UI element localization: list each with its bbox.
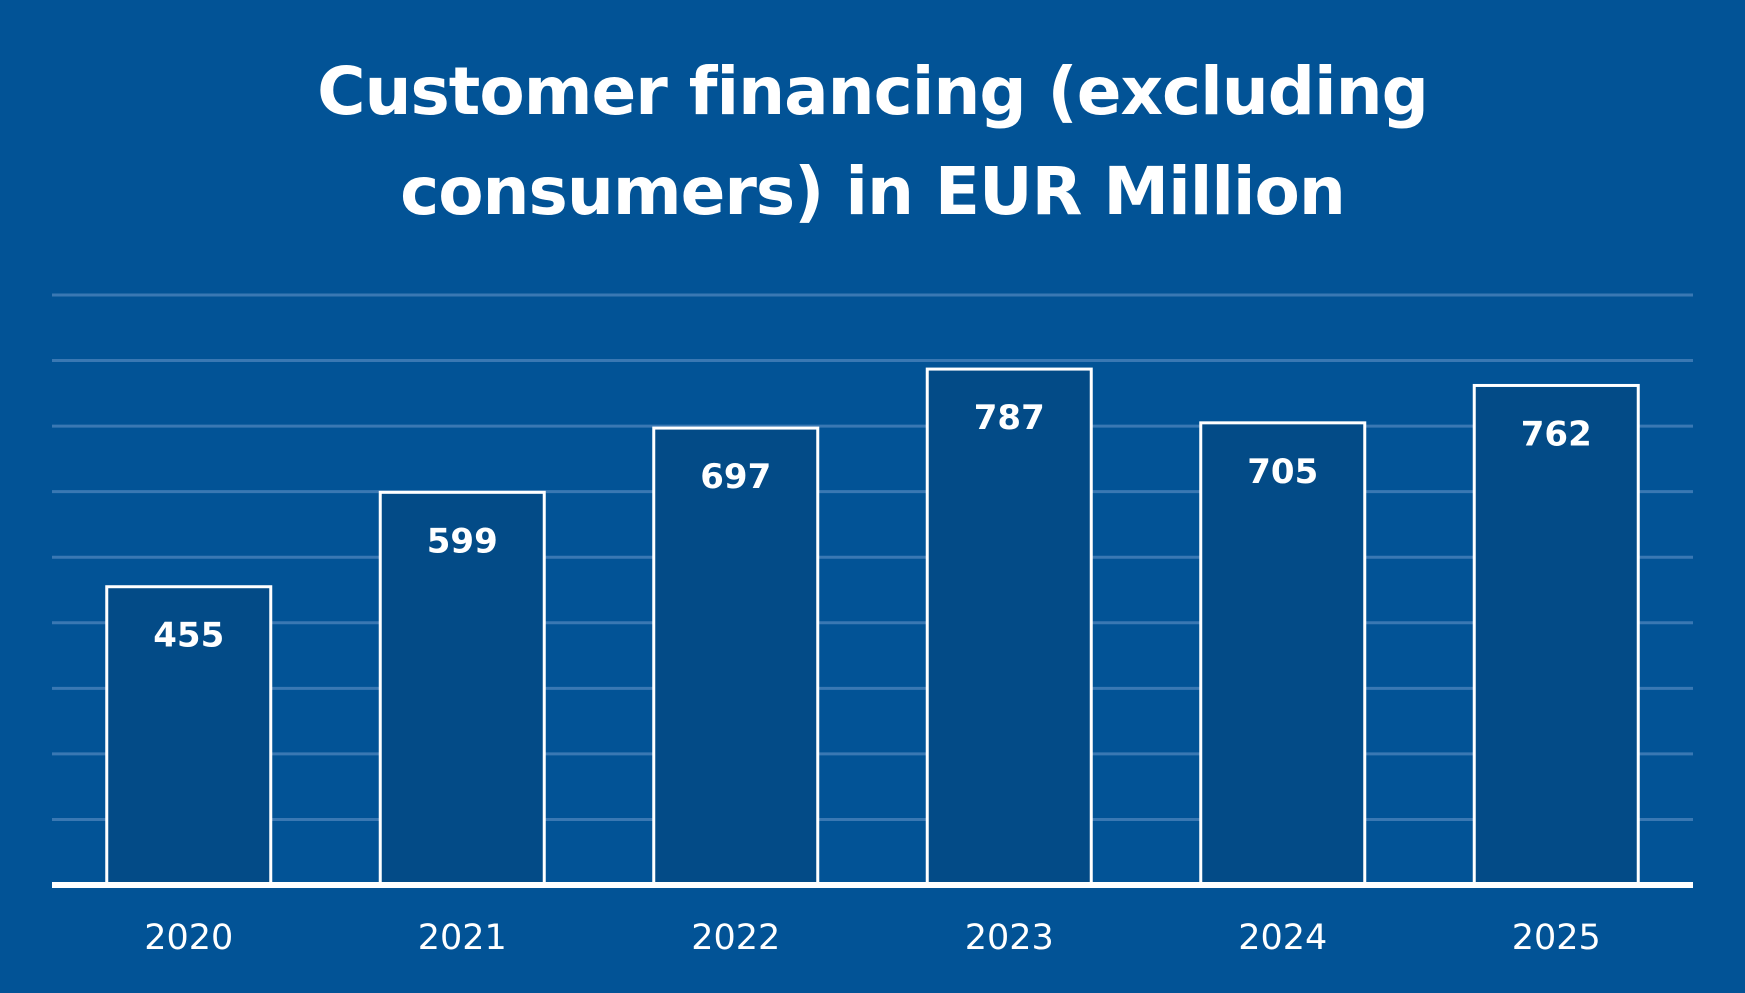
data-label-2023: 787	[974, 398, 1045, 438]
x-tick-label-2023: 2023	[965, 918, 1054, 958]
bar-2022	[652, 426, 820, 887]
gridlines	[52, 293, 1693, 821]
data-label-2021: 599	[427, 521, 498, 561]
x-tick-label-2021: 2021	[418, 918, 507, 958]
chart-title: Customer financing (excluding consumers)…	[0, 42, 1745, 242]
data-labels: 455 599 697 787 705 762	[153, 398, 1591, 656]
bars	[105, 367, 1640, 887]
bar-2020	[105, 585, 273, 887]
x-tick-label-2020: 2020	[144, 918, 233, 958]
x-tick-label-2022: 2022	[691, 918, 780, 958]
x-tick-label-2024: 2024	[1238, 918, 1327, 958]
data-label-2024: 705	[1247, 452, 1318, 492]
chart-title-line-1: Customer financing (excluding	[317, 53, 1429, 130]
chart-title-line-2: consumers) in EUR Million	[400, 153, 1346, 230]
bar-2025	[1472, 383, 1640, 887]
bar-2023	[925, 367, 1093, 887]
data-label-2025: 762	[1521, 414, 1592, 454]
data-label-2022: 697	[700, 457, 771, 497]
bar-2021	[378, 490, 546, 887]
x-tick-label-2025: 2025	[1512, 918, 1601, 958]
bar-2024	[1199, 421, 1367, 887]
x-axis-tick-labels: 2020 2021 2022 2023 2024 2025	[144, 918, 1601, 958]
data-label-2020: 455	[153, 616, 224, 656]
